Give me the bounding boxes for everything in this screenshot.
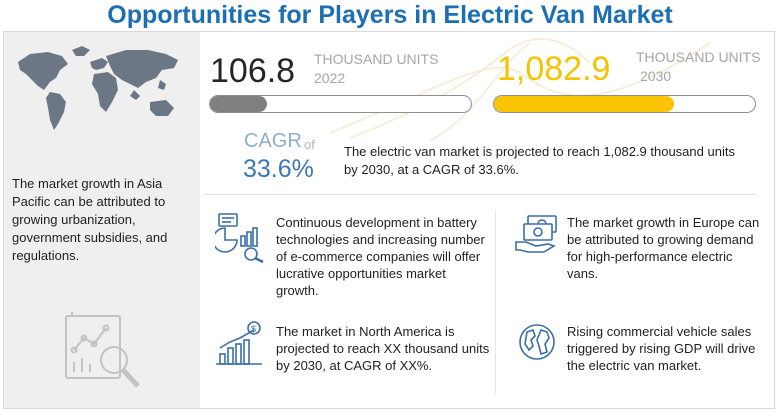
stat-year-2030: 2030 — [640, 68, 672, 84]
stat-unit-2030: THOUSAND UNITS — [636, 49, 761, 65]
asia-pacific-text: The market growth in Asia Pacific can be… — [12, 176, 168, 263]
analytics-magnifier-icon — [65, 312, 140, 388]
insight-north-america-text: The market in North America is projected… — [276, 324, 490, 373]
progress-bar-2030 — [493, 95, 756, 113]
world-map-icon — [18, 46, 178, 130]
globe-icon — [519, 324, 555, 360]
insight-europe-text: The market growth in Europe can be attri… — [567, 215, 760, 281]
cagr-value: 33.6% — [243, 155, 314, 183]
stat-year-2022: 2022 — [314, 70, 346, 86]
growth-chart-icon: $ — [216, 321, 262, 365]
page-title: Opportunities for Players in Electric Va… — [107, 1, 673, 29]
money-hand-icon — [515, 215, 557, 253]
cagr-description: The electric van market is projected to … — [344, 144, 735, 177]
cagr-label: CAGR — [244, 130, 302, 152]
cagr-of-label: of — [304, 137, 315, 152]
stat-value-2022: 106.8 — [210, 52, 296, 90]
svg-text:$: $ — [251, 324, 256, 334]
vertical-divider — [495, 210, 496, 395]
progress-fill-2022 — [210, 96, 268, 112]
stat-value-2030: 1,082.9 — [497, 50, 611, 88]
content-frame — [3, 31, 775, 409]
insight-battery-text: Continuous development in battery techno… — [276, 215, 485, 298]
progress-fill-2030 — [494, 96, 675, 112]
insight-gdp-text: Rising commercial vehicle sales triggere… — [567, 324, 756, 373]
battery-chart-icon — [215, 213, 264, 264]
progress-bar-2022 — [209, 95, 472, 113]
stat-unit-2022: THOUSAND UNITS — [314, 51, 439, 67]
horizontal-divider — [205, 194, 755, 195]
